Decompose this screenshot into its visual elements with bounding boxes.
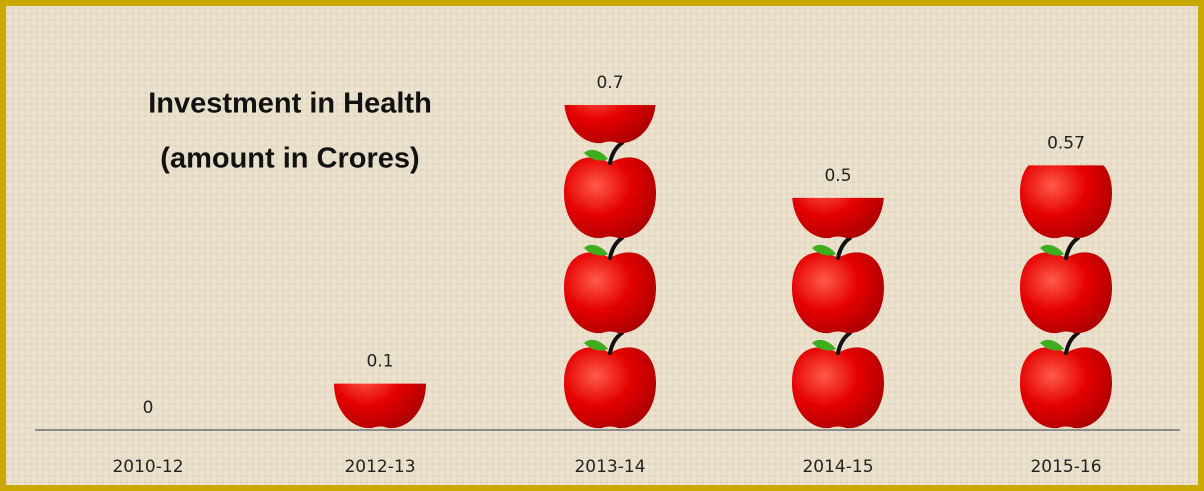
x-tick-label: 2013-14 [574, 457, 645, 477]
bar [792, 197, 884, 429]
apple-stem [608, 236, 624, 260]
value-label: 0.5 [824, 166, 851, 186]
apple-leaf [1040, 339, 1064, 351]
x-tick-label: 2014-15 [802, 457, 873, 477]
x-tick-label: 2010-12 [112, 457, 183, 477]
apple-leaf [812, 244, 836, 256]
apple-stem [1064, 236, 1080, 260]
apple-body [564, 105, 656, 144]
chart-title: Investment in Health [148, 88, 432, 120]
apple-body [334, 383, 426, 429]
apple-body [1020, 252, 1112, 334]
bar [1020, 165, 1112, 429]
apple-body [564, 347, 656, 429]
chart-title: (amount in Crores) [160, 143, 419, 175]
apple-body [1020, 165, 1112, 239]
x-tick-label: 2012-13 [344, 457, 415, 477]
bar [564, 105, 656, 429]
x-tick-label: 2015-16 [1030, 457, 1101, 477]
apple-leaf [584, 339, 608, 351]
apple-stem [836, 236, 852, 260]
value-label: 0.1 [366, 352, 393, 372]
apple-stem [836, 331, 852, 355]
apple-body [564, 252, 656, 334]
apple-body [792, 197, 884, 239]
apple-leaf [1040, 244, 1064, 256]
apple-stem [1064, 331, 1080, 355]
apple-stem [608, 141, 624, 165]
apple-leaf [584, 244, 608, 256]
apple-stem [608, 331, 624, 355]
apple-body [792, 252, 884, 334]
apple-leaf [584, 149, 608, 161]
value-label: 0.7 [596, 73, 623, 93]
value-label: 0 [143, 398, 154, 418]
apple-body [564, 157, 656, 239]
value-label: 0.57 [1047, 133, 1085, 153]
apple-body [1020, 347, 1112, 429]
apple-leaf [812, 339, 836, 351]
apple-body [792, 347, 884, 429]
bar [334, 383, 426, 429]
